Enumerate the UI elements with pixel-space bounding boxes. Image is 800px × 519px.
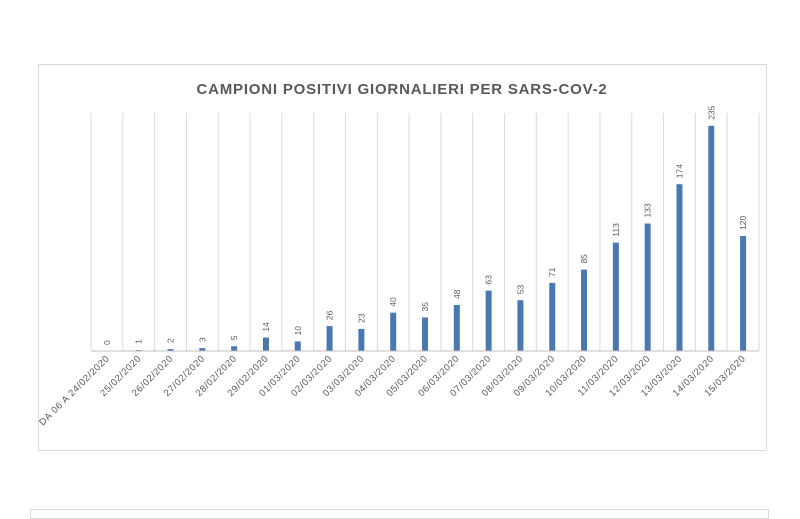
bar (199, 348, 206, 351)
bar (358, 328, 365, 351)
bar (581, 269, 588, 351)
data-label: 63 (484, 275, 494, 285)
bar (517, 300, 524, 351)
data-label: 5 (229, 335, 239, 340)
bar-chart: CAMPIONI POSITIVI GIORNALIERI PER SARS-C… (37, 81, 760, 428)
bar (231, 346, 238, 351)
data-label: 113 (611, 223, 621, 237)
bar (390, 312, 397, 351)
bar (453, 305, 460, 351)
data-label: 40 (388, 297, 398, 307)
data-label: 35 (420, 302, 430, 312)
data-label: 2 (166, 338, 176, 343)
bar (326, 326, 333, 351)
x-axis-tick-labels: DA 06 A 24/02/202025/02/202026/02/202027… (37, 353, 748, 428)
chart-title: CAMPIONI POSITIVI GIORNALIERI PER SARS-C… (196, 81, 607, 98)
data-label: 14 (261, 322, 271, 332)
bar (485, 290, 492, 351)
chart-container: CAMPIONI POSITIVI GIORNALIERI PER SARS-C… (37, 64, 767, 451)
data-label: 85 (579, 254, 589, 264)
bar (262, 337, 269, 351)
data-label: 26 (325, 310, 335, 320)
data-label: 53 (515, 284, 525, 294)
data-label: 235 (706, 105, 716, 119)
data-label: 48 (452, 289, 462, 299)
bars (135, 125, 747, 351)
bar (167, 349, 174, 351)
data-label: 23 (356, 313, 366, 323)
bar (740, 236, 747, 351)
bar (708, 125, 715, 351)
gridlines (90, 113, 760, 351)
data-label: 3 (197, 337, 207, 342)
next-panel (30, 509, 769, 519)
bar (422, 317, 428, 351)
data-label: 133 (643, 203, 653, 217)
bar (549, 282, 556, 351)
data-label: 71 (547, 267, 557, 277)
data-label: 10 (293, 326, 303, 336)
bar (644, 223, 651, 351)
bar (676, 184, 683, 351)
data-label: 1 (134, 339, 144, 344)
bar (612, 242, 619, 351)
data-label: 120 (738, 216, 748, 230)
data-label: 0 (102, 340, 112, 345)
data-label: 174 (674, 164, 684, 178)
bar (294, 341, 301, 351)
